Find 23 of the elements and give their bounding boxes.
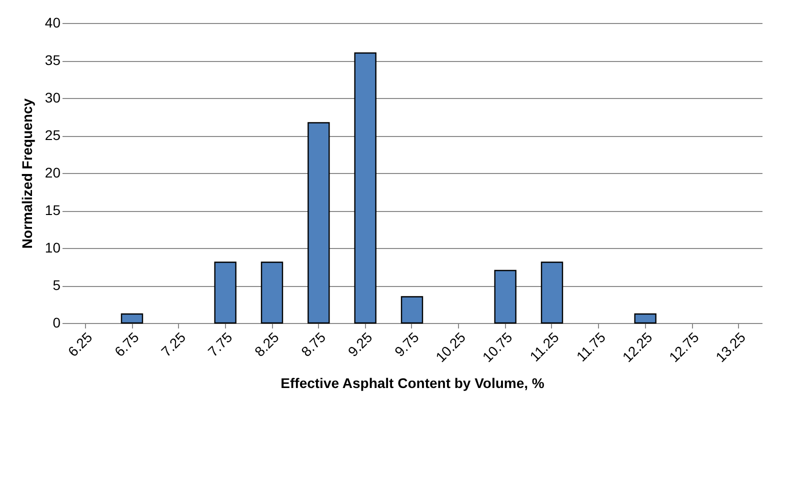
y-tick-label: 35: [44, 52, 61, 68]
y-axis-title: Normalized Frequency: [18, 98, 35, 249]
bar: [400, 296, 424, 324]
x-tick-label: 9.25: [344, 328, 376, 360]
x-tick-label: 7.75: [204, 328, 236, 360]
x-axis-title: Effective Asphalt Content by Volume, %: [280, 375, 545, 392]
bar: [214, 262, 236, 324]
bar: [634, 313, 656, 324]
bar: [354, 52, 376, 324]
x-tick-label: 6.25: [64, 328, 96, 360]
bar: [120, 313, 144, 324]
y-tick-label: 5: [52, 277, 61, 293]
y-tick-label: 15: [44, 202, 61, 218]
bar: [260, 262, 284, 324]
bar: [308, 122, 330, 324]
y-tick-label: 0: [52, 314, 61, 330]
y-tick-label: 40: [44, 14, 61, 30]
y-tick-label: 30: [44, 90, 61, 106]
y-tick-label: 25: [44, 127, 61, 143]
bar: [494, 270, 516, 324]
y-tick-label: 20: [44, 164, 61, 180]
bar: [540, 262, 564, 324]
y-tick-label: 10: [44, 240, 61, 256]
